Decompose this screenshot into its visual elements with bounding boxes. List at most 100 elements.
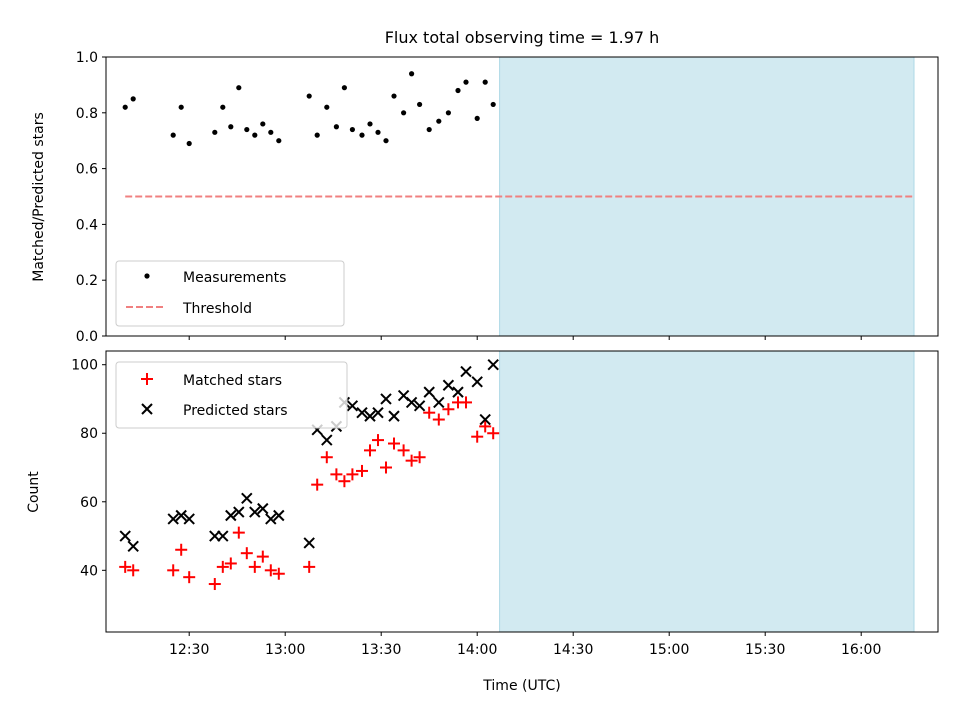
matched-star-point xyxy=(364,444,376,457)
matched-star-point xyxy=(119,560,132,573)
predicted-star-point xyxy=(479,413,491,426)
matched-star-point xyxy=(432,413,445,426)
measurement-point xyxy=(490,101,496,108)
matched-star-point xyxy=(216,560,229,573)
legend-measurements-marker xyxy=(144,273,150,279)
count-x-ticks: 12:30 13:00 13:30 14:00 14:30 15:00 15:30 16:00 xyxy=(169,632,881,658)
ratio-x-ticks xyxy=(188,336,862,340)
matched-star-point xyxy=(183,571,196,584)
y-tick-label: 80 xyxy=(80,426,98,442)
y-tick-label: 100 xyxy=(71,358,98,374)
legend-threshold-label: Threshold xyxy=(182,301,252,317)
y-tick-label: 0.4 xyxy=(76,217,98,233)
matched-star-point xyxy=(487,427,500,440)
predicted-star-point xyxy=(265,513,277,525)
x-axis-label: Time (UTC) xyxy=(482,678,560,694)
x-tick-label: 15:30 xyxy=(745,642,785,658)
predicted-star-point xyxy=(217,530,229,542)
predicted-star-point xyxy=(380,393,392,405)
predicted-star-point xyxy=(127,540,139,553)
predicted-star-point xyxy=(321,434,333,446)
measurement-point xyxy=(375,129,381,135)
matched-star-point xyxy=(311,478,324,491)
predicted-star-point xyxy=(241,492,253,505)
measurement-point xyxy=(474,115,480,121)
y-tick-label: 40 xyxy=(80,563,98,579)
count-panel: 40 60 80 100 12:30 13:00 13:30 14:00 14:30 15:00… xyxy=(26,350,939,694)
predicted-star-point xyxy=(471,376,483,388)
measurement-point xyxy=(391,93,397,99)
count-highlight-band xyxy=(499,350,915,633)
matched-star-point xyxy=(405,454,418,467)
measurement-point xyxy=(463,79,469,85)
x-tick-label: 16:00 xyxy=(841,642,881,658)
count-y-ticks: 40 60 80 100 xyxy=(71,358,106,579)
predicted-star-point xyxy=(175,509,187,522)
y-tick-label: 0.8 xyxy=(76,106,98,122)
predicted-star-point xyxy=(346,400,359,412)
x-tick-label: 13:30 xyxy=(361,642,401,658)
y-tick-label: 1.0 xyxy=(76,50,98,66)
ratio-axes-frame xyxy=(105,56,939,337)
measurement-point xyxy=(482,79,488,85)
predicted-star-point xyxy=(233,506,245,518)
predicted-star-point xyxy=(225,509,237,522)
predicted-star-point xyxy=(356,406,368,419)
predicted-star-point xyxy=(405,396,418,409)
matched-star-point xyxy=(356,464,368,477)
matched-star-point xyxy=(413,451,426,464)
measurement-point xyxy=(130,96,136,102)
predicted-star-point xyxy=(423,386,435,398)
matched-star-point xyxy=(471,430,484,443)
measurement-point xyxy=(324,104,330,110)
matched-star-point xyxy=(264,564,277,577)
matched-star-point xyxy=(423,406,436,419)
measurement-point xyxy=(333,124,339,130)
x-tick-label: 14:30 xyxy=(553,642,593,658)
measurement-point xyxy=(212,129,218,135)
measurement-point xyxy=(252,132,258,138)
legend-predicted-marker xyxy=(141,403,153,415)
measurement-point xyxy=(383,138,389,144)
measurement-point xyxy=(409,71,415,77)
measurement-point xyxy=(178,104,184,110)
matched-star-point xyxy=(248,560,261,573)
legend-predicted-label: Predicted stars xyxy=(183,403,288,419)
legend-matched-marker xyxy=(141,373,153,385)
predicted-star-point xyxy=(452,386,464,398)
predicted-star-point xyxy=(460,365,472,378)
measurement-point xyxy=(236,85,242,91)
measurement-point xyxy=(401,110,407,116)
measurement-point xyxy=(445,110,451,116)
ratio-y-axis-label: Matched/Predicted stars xyxy=(31,112,47,282)
matched-star-point xyxy=(460,396,472,409)
matched-star-point xyxy=(272,567,285,580)
matched-star-point xyxy=(338,475,351,488)
predicted-star-point xyxy=(442,379,455,391)
matched-star-point xyxy=(224,557,237,570)
measurement-point xyxy=(367,121,373,127)
matched-star-point xyxy=(232,526,245,539)
measurement-point xyxy=(170,132,176,138)
ratio-legend-box xyxy=(115,260,345,327)
count-legend: Matched stars Predicted stars xyxy=(115,361,348,429)
measurement-point xyxy=(244,126,250,133)
matched-star-point xyxy=(256,550,269,563)
measurement-point xyxy=(417,101,423,108)
predicted-star-point xyxy=(119,530,131,542)
legend-measurements-label: Measurements xyxy=(183,270,286,286)
matched-star-point xyxy=(380,461,392,474)
y-tick-label: 0.2 xyxy=(76,273,98,289)
measurement-point xyxy=(426,126,432,133)
count-axes-frame xyxy=(105,350,939,633)
y-tick-label: 60 xyxy=(80,495,98,511)
predicted-star-point xyxy=(249,506,261,518)
matched-star-point xyxy=(208,578,221,591)
predicted-star-point xyxy=(388,410,400,422)
ratio-legend: Measurements Threshold xyxy=(115,260,345,327)
predicted-star-point xyxy=(487,359,499,371)
measurement-points xyxy=(122,71,496,147)
ratio-y-ticks: 0.0 0.2 0.4 0.6 0.8 1.0 xyxy=(76,50,106,345)
measurement-point xyxy=(122,104,128,110)
